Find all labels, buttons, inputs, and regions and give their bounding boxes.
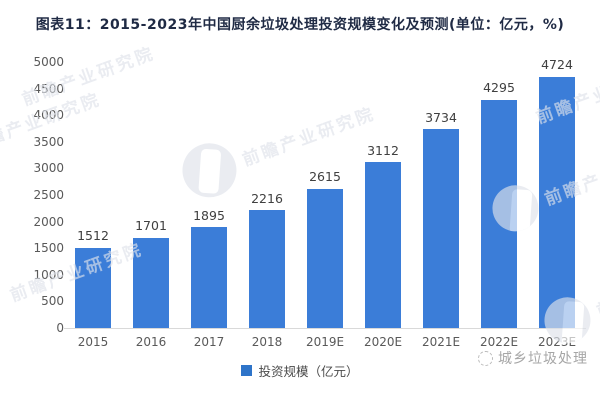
y-tick-label: 1000 xyxy=(33,267,64,282)
bar-slot: 3734 xyxy=(412,62,470,328)
bar-slot: 1701 xyxy=(122,62,180,328)
bar-slot: 1895 xyxy=(180,62,238,328)
bar-slot: 4295 xyxy=(470,62,528,328)
stamp-text: 城乡垃圾处理 xyxy=(498,351,588,367)
corner-stamp: 城乡垃圾处理 xyxy=(478,348,588,368)
x-tick-label: 2022E xyxy=(479,335,519,349)
y-tick-label: 5000 xyxy=(33,55,64,69)
y-tick-label: 4500 xyxy=(33,81,64,96)
x-tick-label: 2015 xyxy=(77,335,109,349)
bar-2022E xyxy=(481,99,517,328)
y-tick-label: 1500 xyxy=(33,241,64,256)
bar-value-label: 1701 xyxy=(135,218,167,234)
bar-slot: 2216 xyxy=(238,62,296,328)
bar-slot: 4724 xyxy=(528,57,586,328)
bar-value-label: 1512 xyxy=(77,228,109,244)
bar-2015 xyxy=(75,247,111,328)
bar-2017 xyxy=(191,227,227,328)
x-tick-label: 2016 xyxy=(135,335,167,349)
y-tick-label: 0 xyxy=(56,321,64,335)
bar-value-label: 2615 xyxy=(309,169,341,185)
bar-value-label: 2216 xyxy=(251,190,283,206)
x-tick-label: 2020E xyxy=(363,335,403,349)
stamp-circle-icon xyxy=(478,350,493,366)
y-tick-label: 500 xyxy=(41,294,64,309)
bar-2016 xyxy=(133,237,169,328)
page-title: 图表11：2015-2023年中国厨余垃圾处理投资规模变化及预测(单位：亿元，%… xyxy=(35,17,565,33)
x-tick-label: 2019E xyxy=(305,335,345,349)
y-axis: 0 500 1000 1500 2000 2500 3000 3500 4000 4500 5000 xyxy=(20,56,64,334)
watermark-brand-text: 前瞻产业研究院 xyxy=(594,254,600,322)
y-tick-label: 2000 xyxy=(33,214,64,229)
x-tick-label: 2021E xyxy=(421,335,461,349)
x-axis: 2015 2016 2017 2018 2019E 2020E 2021E 2022E 2023… xyxy=(64,335,586,349)
bar-2019E xyxy=(307,188,343,328)
bar-2023E xyxy=(539,76,575,328)
x-tick-label: 2023E xyxy=(537,335,577,349)
bar-slot: 2615 xyxy=(296,62,354,328)
legend-swatch-icon xyxy=(241,365,253,376)
legend: 投资规模（亿元） xyxy=(0,361,600,380)
x-tick-label: 2018 xyxy=(251,335,283,349)
bar-value-label: 3112 xyxy=(367,142,399,158)
bar-slot: 1512 xyxy=(64,62,122,328)
bar-2021E xyxy=(423,129,459,328)
bar-value-label: 3734 xyxy=(425,109,457,125)
y-tick-label: 4000 xyxy=(33,108,64,123)
y-tick-label: 3000 xyxy=(33,161,64,176)
bar-value-label: 4295 xyxy=(483,80,515,96)
y-tick-label: 3500 xyxy=(33,134,64,149)
bar-value-label: 4724 xyxy=(541,57,573,73)
bar-value-label: 1895 xyxy=(193,207,225,223)
bar-2020E xyxy=(365,162,401,328)
plot-area: 1512 1701 1895 2216 2615 3112 3734 4295 4724 xyxy=(64,57,586,329)
x-tick-label: 2017 xyxy=(193,335,225,349)
y-tick-label: 2500 xyxy=(33,188,64,202)
bar-slot: 3112 xyxy=(354,62,412,328)
bar-2018 xyxy=(249,210,285,328)
legend-label: 投资规模（亿元） xyxy=(258,364,359,379)
